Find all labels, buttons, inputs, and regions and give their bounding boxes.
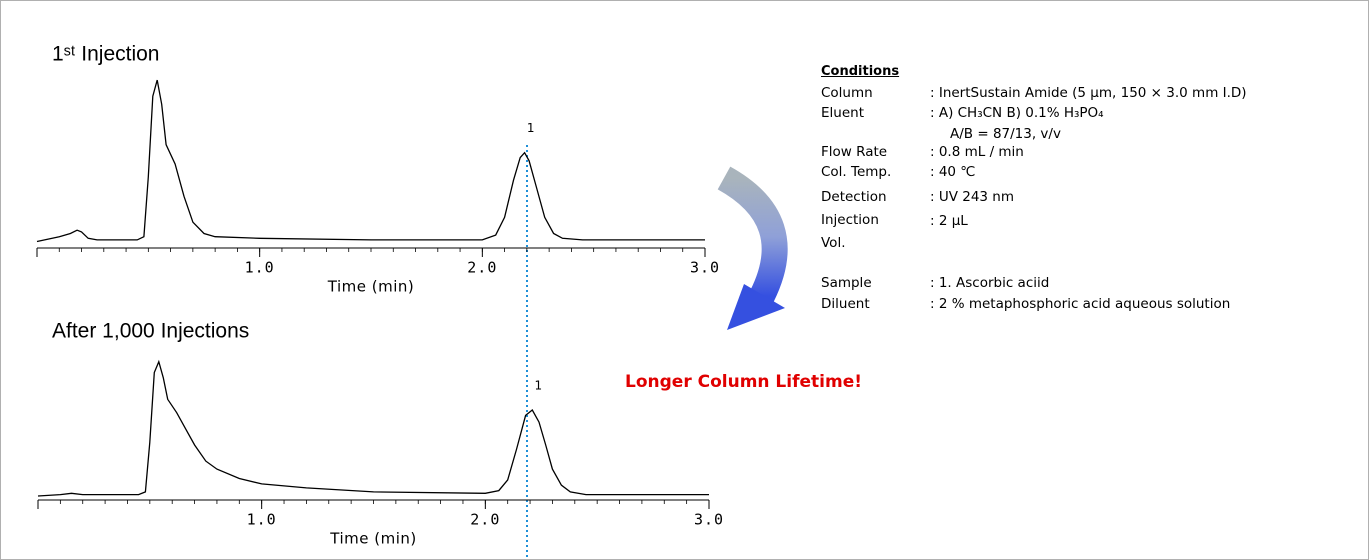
x-tick-label: 3.0 (690, 259, 720, 277)
condition-label: Diluent (821, 296, 870, 312)
peak-label: 1 (527, 121, 535, 135)
chart-title: After 1,000 Injections (52, 320, 249, 343)
trace (37, 359, 709, 497)
condition-label: Detection (821, 189, 887, 205)
condition-value: : InertSustain Amide (5 µm, 150 × 3.0 mm… (930, 85, 1247, 101)
condition-value: A/B = 87/13, v/v (950, 126, 1061, 142)
chart-title: 1ˢᵗ Injection (52, 43, 159, 66)
condition-value: : UV 243 nm (930, 189, 1015, 205)
condition-label: Col. Temp. (821, 164, 892, 180)
message: Longer Column Lifetime! (625, 372, 862, 392)
x-tick-label: 2.0 (470, 511, 500, 529)
condition-label: Eluent (821, 105, 864, 121)
trace (36, 79, 705, 243)
arrow-body (717, 166, 788, 302)
condition-label: Sample (821, 275, 872, 291)
x-tick-label: 3.0 (694, 511, 724, 529)
condition-value: : A) CH₃CN B) 0.1% H₃PO₄ (930, 105, 1104, 121)
arrow-head (727, 284, 785, 330)
condition-value: : 40 ℃ (930, 164, 976, 180)
x-tick-label: 1.0 (247, 511, 277, 529)
condition-value: : 2 µL (930, 213, 968, 229)
x-axis-label: Time (min) (329, 530, 416, 548)
condition-value: : 1. Ascorbic aciid (930, 275, 1050, 291)
condition-value: : 2 % metaphosphoric acid aqueous soluti… (930, 296, 1231, 312)
x-tick-label: 2.0 (467, 259, 497, 277)
condition-label: Flow Rate (821, 144, 888, 160)
x-tick-label: 1.0 (245, 259, 275, 277)
condition-label: Column (821, 85, 873, 101)
peak-label: 1 (534, 379, 542, 393)
conditions-title: Conditions (821, 64, 900, 79)
condition-label: Injection Vol. (821, 212, 879, 251)
condition-value: : 0.8 mL / min (930, 144, 1024, 160)
x-axis-label: Time (min) (327, 278, 414, 296)
